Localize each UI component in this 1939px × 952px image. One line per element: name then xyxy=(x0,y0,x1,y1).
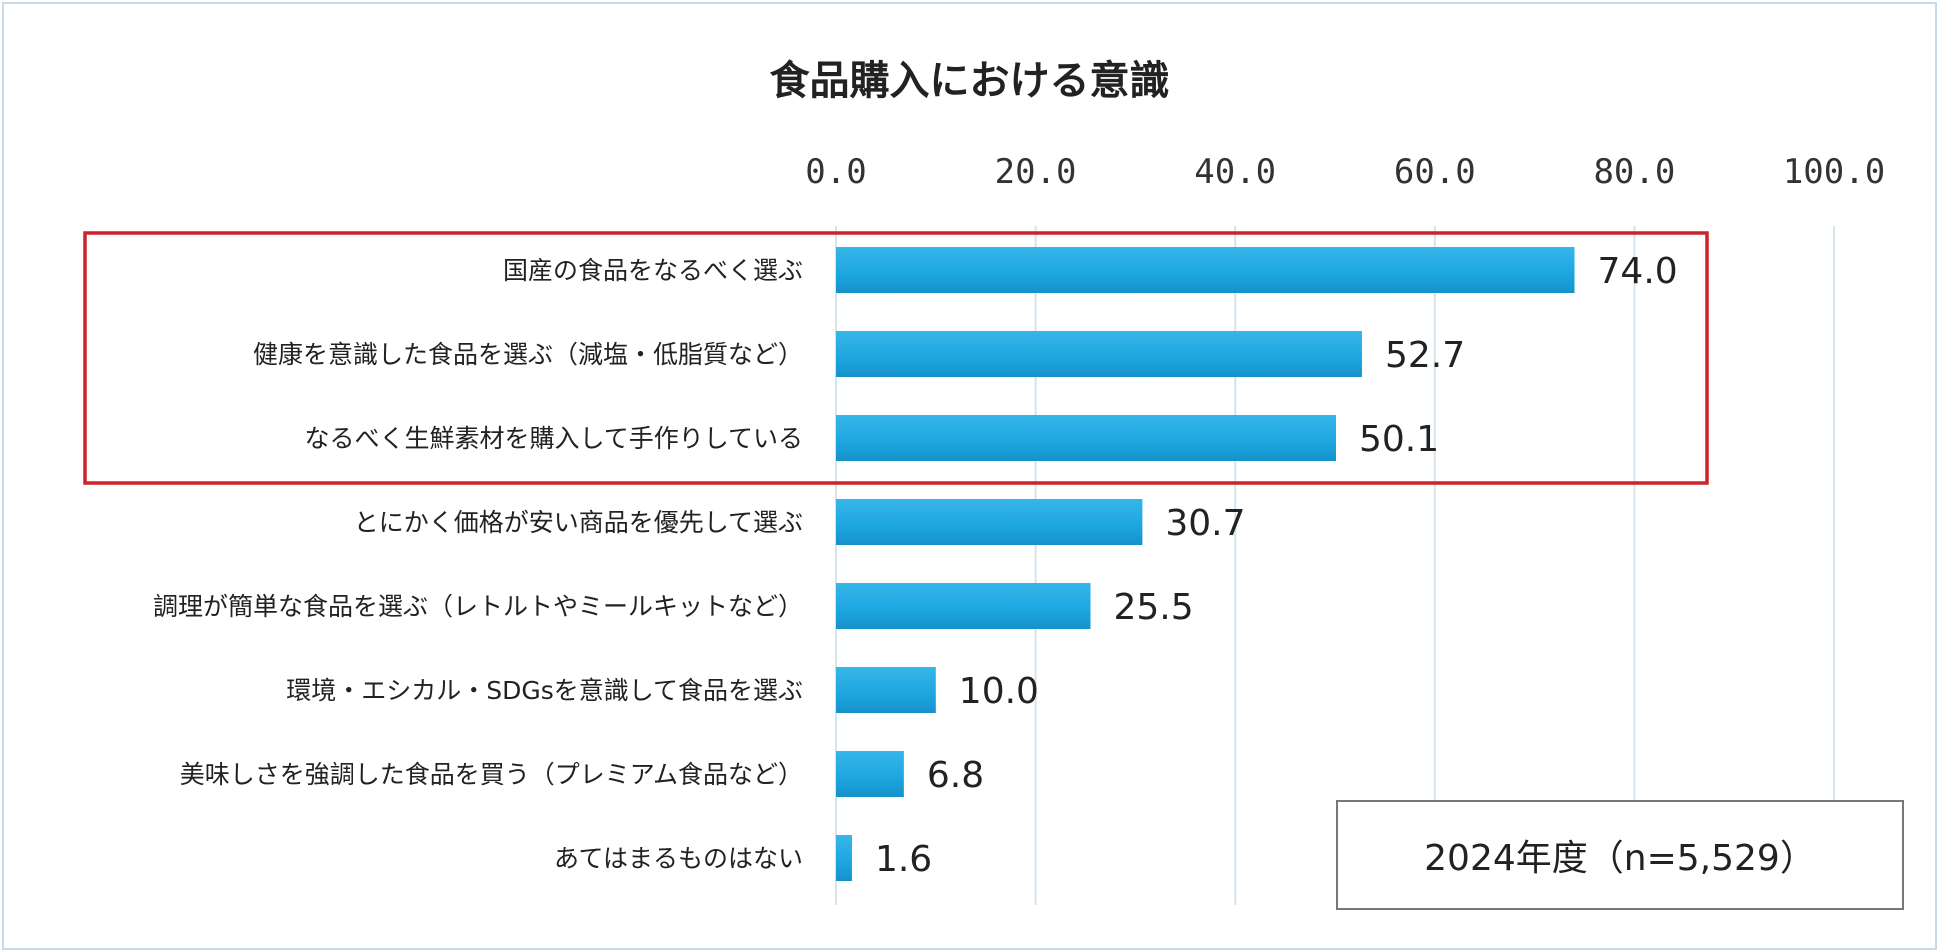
category-label: 調理が簡単な食品を選ぶ（レトルトやミールキットなど） xyxy=(153,592,803,621)
chart-title: 食品購入における意識 xyxy=(769,58,1170,104)
category-label: 美味しさを強調した食品を買う（プレミアム食品など） xyxy=(180,760,803,789)
bar xyxy=(836,499,1143,545)
x-tick-label: 40.0 xyxy=(1194,152,1276,192)
data-label: 74.0 xyxy=(1598,251,1678,292)
category-label: 健康を意識した食品を選ぶ（減塩・低脂質など） xyxy=(253,340,803,369)
data-label: 10.0 xyxy=(959,671,1039,712)
bar xyxy=(836,835,852,881)
data-label: 52.7 xyxy=(1385,335,1465,376)
x-tick-label: 60.0 xyxy=(1394,152,1476,192)
x-tick-label: 20.0 xyxy=(995,152,1077,192)
bar xyxy=(836,751,904,797)
bar xyxy=(836,667,936,713)
category-label: 国産の食品をなるべく選ぶ xyxy=(503,256,803,285)
value-labels: 74.0 52.7 50.1 30.7 25.5 10.0 6.8 1.6 xyxy=(875,251,1678,880)
data-label: 1.6 xyxy=(875,839,932,880)
category-label: とにかく価格が安い商品を優先して選ぶ xyxy=(354,508,803,537)
bar xyxy=(836,583,1091,629)
x-axis-ticks: 0.0 20.0 40.0 60.0 80.0 100.0 xyxy=(805,152,1885,192)
bars xyxy=(836,247,1575,881)
data-label: 30.7 xyxy=(1165,503,1245,544)
data-label: 25.5 xyxy=(1113,587,1193,628)
data-label: 50.1 xyxy=(1359,419,1439,460)
bar xyxy=(836,331,1362,377)
category-label: あてはまるものはない xyxy=(554,844,803,873)
x-tick-label: 80.0 xyxy=(1593,152,1675,192)
x-tick-label: 0.0 xyxy=(805,152,866,192)
data-label: 6.8 xyxy=(927,755,984,796)
category-label: なるべく生鮮素材を購入して手作りしている xyxy=(304,424,803,453)
bar xyxy=(836,247,1575,293)
category-label: 環境・エシカル・SDGsを意識して食品を選ぶ xyxy=(286,676,803,705)
x-tick-label: 100.0 xyxy=(1783,152,1885,192)
sample-note: 2024年度（n=5,529） xyxy=(1336,800,1904,910)
highlight-box xyxy=(83,231,1709,485)
bar xyxy=(836,415,1336,461)
